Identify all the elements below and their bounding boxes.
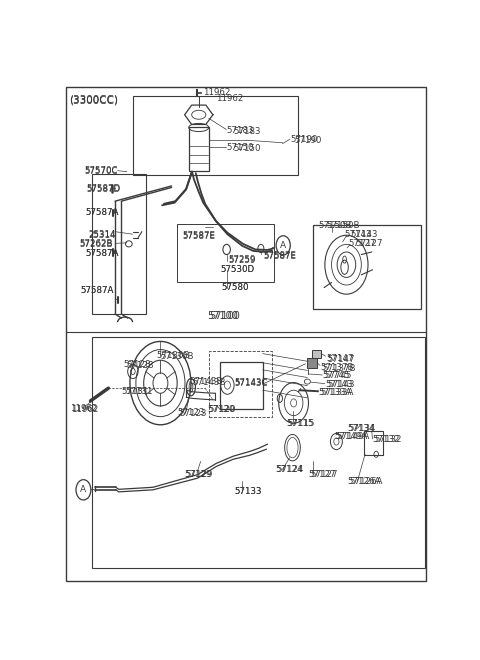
Text: 57127: 57127 [310, 470, 337, 479]
Text: 57587A: 57587A [81, 286, 114, 295]
Text: 57259: 57259 [228, 255, 255, 265]
Text: 57149A: 57149A [336, 432, 369, 442]
Text: 57120: 57120 [207, 405, 234, 414]
Text: 11962: 11962 [216, 94, 244, 102]
Text: A: A [80, 485, 86, 494]
Text: 57259: 57259 [228, 255, 255, 264]
Text: 57587A: 57587A [85, 249, 119, 258]
Text: 11962: 11962 [203, 88, 230, 98]
Text: 57115: 57115 [286, 419, 313, 428]
Text: 57183: 57183 [227, 126, 254, 135]
Text: 57123: 57123 [179, 409, 206, 418]
Text: 57127: 57127 [348, 239, 376, 248]
Text: 57149A: 57149A [335, 432, 368, 442]
Text: 57130B: 57130B [156, 350, 190, 360]
Text: 57150B: 57150B [319, 220, 352, 230]
Text: 57127: 57127 [356, 239, 383, 248]
Text: 11962: 11962 [71, 405, 98, 414]
Text: 57580: 57580 [222, 283, 249, 292]
Text: 25314: 25314 [88, 230, 115, 239]
Text: (3300CC): (3300CC) [69, 96, 118, 106]
Text: 57133: 57133 [234, 487, 262, 496]
Text: 57190: 57190 [290, 135, 318, 144]
Text: 57587A: 57587A [85, 249, 119, 258]
Text: 57126A: 57126A [349, 477, 383, 486]
Text: 57134: 57134 [348, 424, 375, 433]
Text: 57150: 57150 [227, 143, 254, 152]
Text: 57143: 57143 [328, 379, 355, 389]
Text: 57129: 57129 [186, 470, 213, 479]
Text: 57124: 57124 [275, 465, 302, 474]
Text: 57123: 57123 [177, 408, 204, 417]
Text: 11962: 11962 [71, 404, 98, 413]
Text: 57587A: 57587A [85, 209, 119, 217]
Text: 57147: 57147 [326, 354, 353, 363]
Text: 57133A: 57133A [321, 388, 354, 397]
Text: 57587D: 57587D [87, 185, 121, 193]
Text: 57100: 57100 [209, 310, 240, 321]
Text: 57745: 57745 [323, 372, 350, 380]
Text: 57120: 57120 [209, 405, 236, 414]
Text: 57133: 57133 [235, 487, 263, 496]
Text: 57262B: 57262B [79, 240, 113, 249]
Text: 57587A: 57587A [85, 209, 119, 217]
Text: 57143: 57143 [345, 230, 372, 239]
Text: 57133A: 57133A [319, 388, 352, 397]
Text: 57143C: 57143C [234, 379, 267, 387]
Text: 57580: 57580 [222, 282, 249, 292]
Text: 57587D: 57587D [87, 185, 121, 195]
Text: 57587E: 57587E [183, 231, 216, 240]
Text: 57130B: 57130B [160, 352, 194, 360]
Text: 57147: 57147 [327, 355, 355, 364]
Text: 57137B: 57137B [321, 364, 354, 372]
Text: 57127: 57127 [309, 470, 336, 479]
Text: 57587A: 57587A [81, 286, 114, 294]
Text: 57143C: 57143C [234, 378, 267, 387]
Text: 25314: 25314 [88, 231, 115, 240]
Text: 57183: 57183 [233, 127, 261, 136]
Text: 57587E: 57587E [263, 251, 296, 259]
Text: 57150: 57150 [233, 145, 261, 153]
FancyBboxPatch shape [312, 350, 321, 358]
Text: 57100: 57100 [207, 311, 238, 321]
Text: 57262B: 57262B [79, 240, 113, 248]
Text: 57129: 57129 [185, 470, 212, 479]
Text: 57132: 57132 [372, 434, 400, 444]
Text: 57128: 57128 [126, 361, 154, 370]
Text: 57570C: 57570C [84, 166, 118, 175]
Text: 57132: 57132 [374, 434, 402, 444]
Text: 57190: 57190 [294, 136, 322, 145]
Text: 57570C: 57570C [84, 167, 118, 176]
Text: 57530D: 57530D [220, 265, 254, 274]
Text: 57134: 57134 [348, 424, 376, 433]
Text: 57137B: 57137B [322, 364, 356, 374]
Text: 57150B: 57150B [326, 220, 360, 230]
Text: 57131: 57131 [125, 387, 153, 396]
Text: 57143: 57143 [350, 230, 378, 239]
Text: 57587E: 57587E [183, 232, 216, 242]
Text: 57115: 57115 [288, 419, 315, 428]
Text: 57143B: 57143B [190, 377, 223, 386]
Text: 57530D: 57530D [220, 265, 254, 275]
Text: 57131: 57131 [121, 387, 149, 396]
Text: 57143: 57143 [325, 379, 353, 389]
Text: 57587E: 57587E [263, 251, 296, 261]
Text: 57745: 57745 [325, 372, 352, 380]
FancyBboxPatch shape [307, 358, 317, 368]
Text: 57124: 57124 [276, 465, 304, 474]
Text: 57128: 57128 [123, 360, 151, 370]
Text: (3300CC): (3300CC) [69, 94, 118, 104]
Text: A: A [280, 241, 286, 250]
Text: 57143B: 57143B [192, 378, 226, 387]
Text: 57126A: 57126A [348, 477, 381, 486]
